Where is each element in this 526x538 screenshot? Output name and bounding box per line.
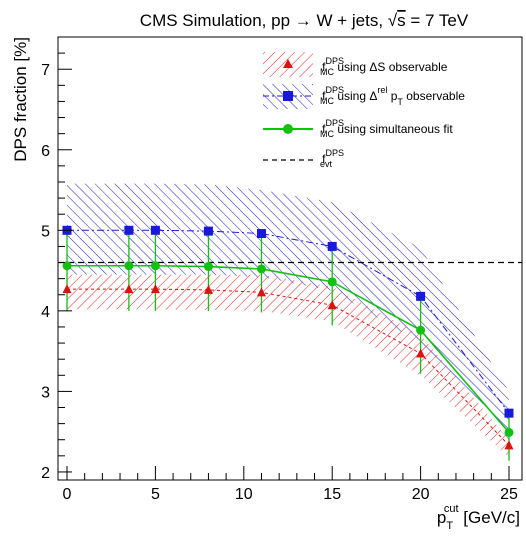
legend: fDPS MC using ΔS observable fDPS MC using … (263, 52, 465, 169)
y-tick-label: 7 (41, 62, 50, 79)
square-marker (203, 226, 213, 236)
circle-marker (124, 261, 134, 271)
x-tick-label: 25 (500, 486, 518, 503)
band-deltaRel (67, 183, 509, 440)
axes: 0 5 10 15 20 25 2 3 4 5 6 7 (41, 52, 518, 503)
triangle-marker (504, 440, 514, 450)
legend-marker-square (283, 91, 293, 101)
triangle-marker (124, 284, 134, 294)
triangle-marker (256, 287, 266, 297)
circle-marker (504, 427, 514, 437)
triangle-marker (416, 348, 426, 358)
square-marker (150, 225, 160, 235)
x-tick-label: 15 (323, 486, 341, 503)
legend-marker-triangle (283, 59, 293, 68)
x-tick-label: 5 (151, 486, 160, 503)
triangle-marker (327, 300, 337, 310)
circle-marker (327, 277, 337, 287)
uncertainty-bands (67, 183, 509, 458)
legend-entry-reference: fDPS evt (320, 148, 344, 169)
legend-marker-circle (283, 124, 293, 134)
circle-marker (62, 261, 72, 271)
data-markers (62, 225, 514, 450)
square-marker (416, 291, 426, 301)
circle-marker (416, 325, 426, 335)
y-tick-label: 4 (41, 304, 50, 321)
line-deltaS (67, 288, 510, 446)
circle-marker (256, 264, 266, 274)
plot-frame (57, 36, 523, 481)
x-tick-label: 20 (412, 486, 430, 503)
y-tick-label: 2 (41, 465, 50, 482)
circle-marker (150, 261, 160, 271)
triangle-marker (150, 284, 160, 294)
x-tick-label: 0 (63, 486, 72, 503)
triangle-marker (203, 284, 213, 294)
y-tick-label: 5 (41, 223, 50, 240)
legend-entry-deltaS: fDPS MC using ΔS observable (320, 56, 448, 77)
y-tick-label: 6 (41, 143, 50, 160)
square-marker (256, 229, 266, 239)
x-tick-label: 10 (235, 486, 253, 503)
y-tick-label: 3 (41, 384, 50, 401)
square-marker (327, 241, 337, 251)
x-axis-label: pTcut [GeV/c] (437, 503, 520, 532)
chart-title: CMS Simulation, pp → W + jets, √s = 7 Te… (140, 11, 469, 30)
square-marker (124, 225, 134, 235)
legend-entry-simfit: fDPS MC using simultaneous fit (320, 118, 453, 139)
square-marker (504, 408, 514, 418)
circle-marker (203, 262, 213, 272)
y-axis-label: DPS fraction [%] (11, 37, 30, 162)
triangle-marker (62, 284, 72, 294)
legend-entry-deltaRel: fDPS MC using Δrel pT observable (320, 85, 465, 107)
